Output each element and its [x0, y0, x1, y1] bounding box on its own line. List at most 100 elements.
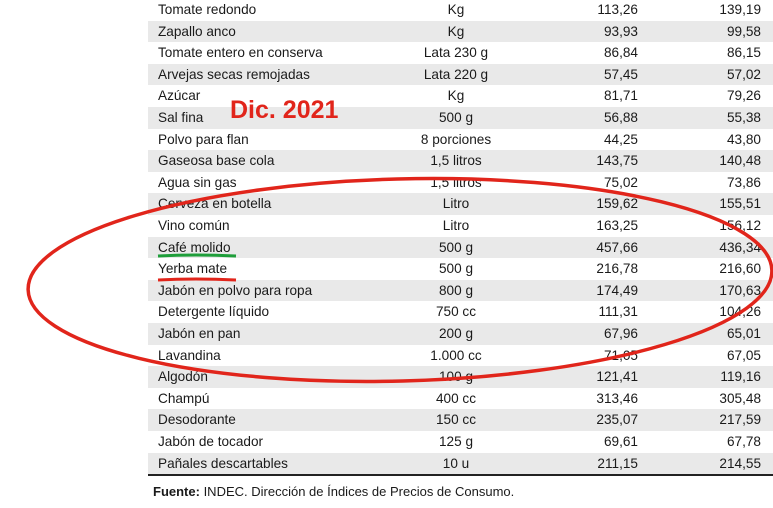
price-value-2: 99,58 [726, 23, 761, 39]
product-unit: Lata 230 g [423, 45, 489, 61]
price-value-2: 86,15 [726, 45, 761, 61]
product-name: Agua sin gas [158, 174, 237, 190]
table-row: Jabón de tocador 125 g 69,61 67,78 [148, 431, 773, 453]
annotation-title: Dic. 2021 [230, 96, 339, 124]
table-row: Gaseosa base cola 1,5 litros 143,75 140,48 [148, 150, 773, 172]
table-row: Jabón en pan 200 g 67,96 65,01 [148, 323, 773, 345]
price-value-2: 65,01 [726, 326, 761, 341]
table-row: Tomate entero en conserva Lata 230 g 86,84… [148, 42, 773, 64]
price-value-1: 81,71 [603, 88, 638, 104]
product-unit: Lata 220 g [423, 66, 489, 82]
table-row: Polvo para flan 8 porciones 44,25 43,80 [148, 129, 773, 151]
price-value-2: 67,05 [726, 347, 761, 363]
price-value-2: 436,34 [719, 239, 761, 255]
product-name: Sal fina [158, 110, 204, 125]
product-unit: 125 g [438, 434, 474, 449]
price-value-1: 313,46 [596, 390, 638, 406]
price-value-1: 216,78 [596, 261, 638, 277]
product-unit: 10 u [442, 455, 470, 471]
price-value-1: 113,26 [597, 2, 638, 17]
price-value-1: 159,62 [596, 196, 638, 212]
product-name: Gaseosa base cola [158, 153, 275, 169]
table-row: Agua sin gas 1,5 litros 75,02 73,86 [148, 172, 773, 194]
price-value-1: 163,25 [596, 218, 638, 233]
price-value-1: 211,15 [597, 455, 638, 471]
product-name: Jabón en polvo para ropa [158, 282, 313, 298]
product-name: Champú [158, 390, 210, 406]
product-name: Lavandina [158, 347, 221, 363]
price-value-2: 305,48 [719, 390, 761, 406]
product-unit: Kg [447, 23, 465, 39]
price-value-2: 73,86 [726, 174, 761, 190]
product-name: Jabón de tocador [158, 434, 264, 449]
price-value-2: 156,12 [719, 218, 761, 233]
price-value-2: 43,80 [726, 131, 761, 147]
price-value-2: 216,60 [719, 261, 761, 277]
price-value-1: 174,49 [596, 282, 638, 298]
table-row: Vino común Litro 163,25 156,12 [148, 215, 773, 237]
product-unit: 150 cc [435, 412, 477, 428]
price-value-2: 67,78 [726, 434, 761, 449]
table-bottom-rule [148, 474, 773, 476]
price-value-1: 75,02 [603, 174, 638, 190]
product-name: Polvo para flan [158, 131, 249, 147]
table-row: Jabón en polvo para ropa 800 g 174,49 170,6… [148, 279, 773, 302]
product-name: Algodón [158, 369, 208, 385]
product-unit: 100 g [438, 369, 474, 385]
table-row: Algodón 100 g 121,41 119,16 [148, 366, 773, 388]
product-unit: 400 cc [435, 390, 477, 406]
product-name: Pañales descartables [158, 455, 288, 471]
price-value-1: 121,41 [596, 369, 638, 385]
product-unit: 500 g [438, 110, 474, 125]
table-row: Detergente líquido 750 cc 111,31 104,26 [148, 301, 773, 323]
product-name: Arvejas secas remojadas [158, 66, 310, 82]
table-row: Pañales descartables 10 u 211,15 214,55 [148, 452, 773, 475]
product-unit: 1.000 cc [430, 347, 482, 363]
product-unit: 1,5 litros [430, 174, 482, 190]
price-value-2: 140,48 [719, 153, 761, 169]
source-note: Fuente: INDEC. Dirección de Índices de P… [153, 484, 514, 499]
product-unit: 800 g [438, 282, 474, 298]
product-unit: 500 g [438, 239, 474, 255]
price-value-2: 57,02 [726, 66, 761, 82]
product-name: Cerveza en botella [158, 196, 272, 212]
product-unit: Kg [447, 2, 465, 17]
product-name: Desodorante [158, 412, 236, 428]
price-value-1: 86,84 [603, 45, 638, 61]
product-unit: 200 g [438, 326, 474, 341]
product-unit: 750 cc [435, 304, 477, 320]
table-row: Zapallo anco Kg 93,93 99,58 [148, 20, 773, 43]
table-row: Yerba mate 500 g 216,78 216,60 [148, 258, 773, 280]
price-value-2: 217,59 [719, 412, 761, 428]
product-unit: 500 g [438, 261, 474, 277]
price-value-2: 155,51 [719, 196, 761, 212]
price-value-1: 143,75 [596, 153, 638, 169]
source-label: Fuente: [153, 484, 200, 499]
price-value-1: 71,05 [603, 347, 638, 363]
price-value-2: 139,19 [719, 2, 761, 17]
product-unit: 8 porciones [420, 131, 492, 147]
price-value-2: 170,63 [719, 282, 761, 298]
price-value-1: 57,45 [603, 66, 638, 82]
price-value-2: 55,38 [726, 110, 761, 125]
source-text: INDEC. Dirección de Índices de Precios d… [199, 484, 515, 499]
product-unit: 1,5 litros [430, 153, 482, 169]
product-name: Vino común [158, 218, 230, 233]
table-row: Cerveza en botella Litro 159,62 155,51 [148, 193, 773, 215]
price-value-1: 69,61 [603, 434, 638, 449]
price-value-1: 235,07 [596, 412, 638, 428]
price-value-1: 111,31 [598, 304, 638, 320]
price-value-2: 214,55 [719, 455, 761, 471]
price-value-2: 119,16 [720, 369, 761, 385]
price-value-1: 56,88 [603, 110, 638, 125]
price-value-1: 457,66 [596, 239, 638, 255]
product-name: Azúcar [158, 88, 201, 104]
product-name: Yerba mate [158, 261, 228, 277]
table-row: Azúcar Kg 81,71 79,26 [148, 85, 773, 107]
table-row: Arvejas secas remojadas Lata 220 g 57,45 57… [148, 63, 773, 86]
product-unit: Kg [447, 88, 465, 104]
table-row: Champú 400 cc 313,46 305,48 [148, 388, 773, 410]
product-name: Tomate redondo [158, 2, 257, 17]
price-value-1: 93,93 [603, 23, 638, 39]
price-value-2: 79,26 [726, 88, 761, 104]
